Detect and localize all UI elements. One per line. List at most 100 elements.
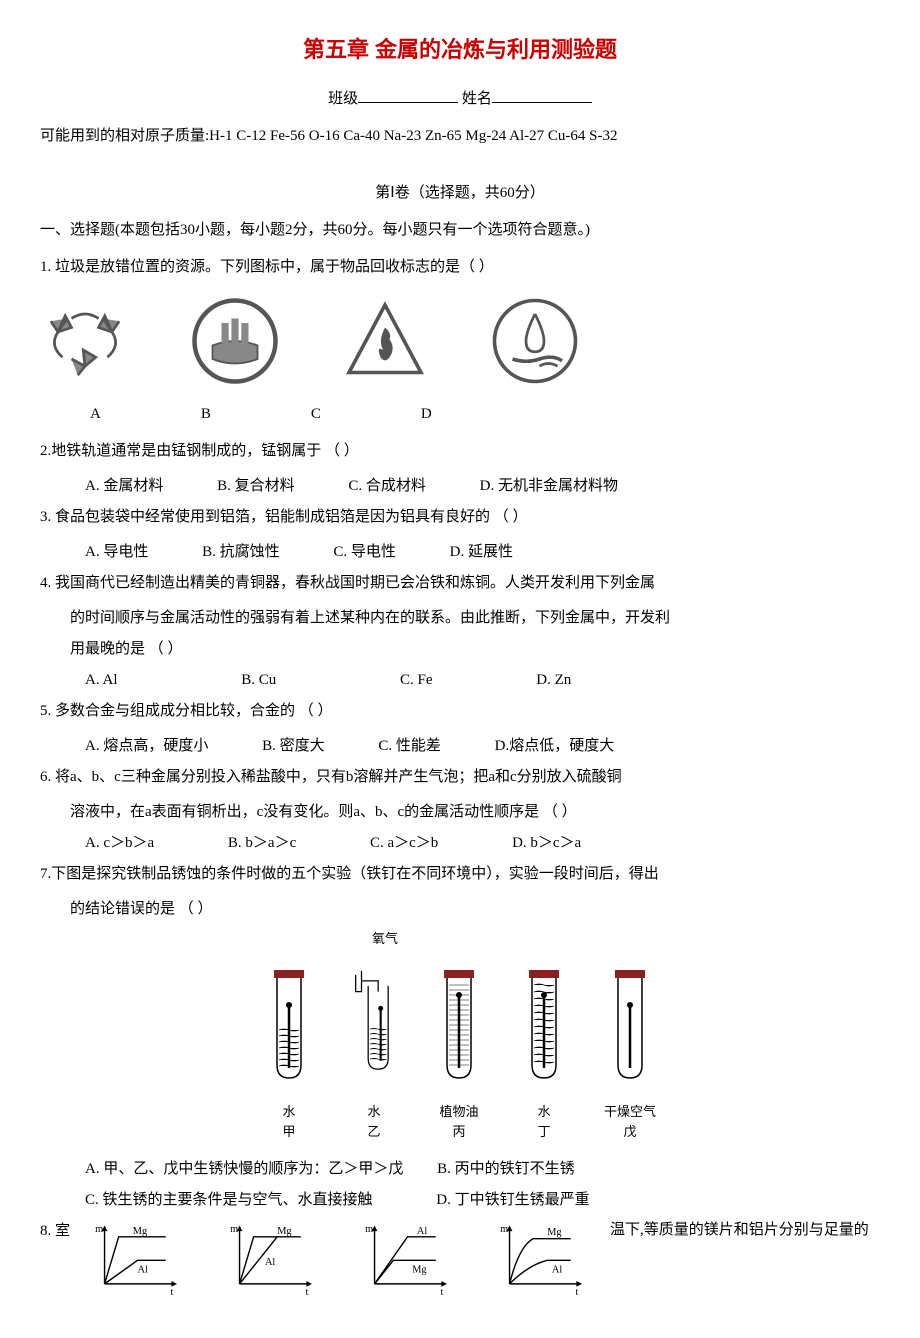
q5-options: A. 熔点高，硬度小 B. 密度大 C. 性能差 D.熔点低，硬度大 (40, 733, 880, 760)
tube-bing-label: 丙 (434, 1122, 484, 1142)
q4-opt-d: D. Zn (536, 667, 571, 694)
q4-opt-a: A. Al (85, 667, 118, 694)
q3-opt-a: A. 导电性 (85, 539, 148, 566)
question-2: 2.地铁轨道通常是由锰钢制成的，锰钢属于 （ ） (40, 438, 880, 465)
svg-text:t: t (170, 1288, 173, 1299)
question-4-l3: 用最晚的是 （ ） (40, 636, 880, 663)
class-blank (358, 85, 458, 103)
tube-bing: 植物油丙 (434, 960, 484, 1141)
q4-options: A. Al B. Cu C. Fe D. Zn (40, 667, 880, 694)
svg-text:Mg: Mg (547, 1227, 561, 1238)
q8-suffix: 温下,等质量的镁片和铝片分别与足量的 (610, 1218, 869, 1242)
tube-ding-label: 丁 (519, 1122, 569, 1142)
tube-wu: 干燥空气戊 (604, 960, 656, 1141)
q6-opt-b: B. b＞a＞c (228, 830, 296, 857)
q6-opt-a: A. c＞b＞a (85, 830, 154, 857)
q7-opt-c: C. 铁生锈的主要条件是与空气、水直接接触 (85, 1187, 373, 1214)
q2-options: A. 金属材料 B. 复合材料 C. 合成材料 D. 无机非金属材料物 (40, 473, 880, 500)
student-info: 班级 姓名 (40, 85, 880, 113)
q8-prefix: 8. 室 (40, 1218, 70, 1245)
question-7-l1: 7.下图是探究铁制品锈蚀的条件时做的五个实验（铁钉在不同环境中），实验一段时间后… (40, 861, 880, 888)
q2-opt-b: B. 复合材料 (217, 473, 295, 500)
q1-icons (40, 296, 880, 396)
q3-opt-d: D. 延展性 (450, 539, 513, 566)
tube-yi: 水乙 (349, 960, 399, 1141)
svg-text:Al: Al (138, 1265, 148, 1276)
tube-ding-liquid: 水 (519, 1102, 569, 1122)
tube-bing-liquid: 植物油 (434, 1102, 484, 1122)
question-4-l1: 4. 我国商代已经制造出精美的青铜器，春秋战国时期已会冶铁和炼铜。人类开发利用下… (40, 570, 880, 597)
q5-opt-b: B. 密度大 (262, 733, 325, 760)
question-7-l2: 的结论错误的是 （ ） (40, 896, 880, 923)
q4-opt-c: C. Fe (400, 667, 433, 694)
q1-opt-d: D (421, 401, 432, 428)
svg-text:m: m (95, 1224, 103, 1235)
oxygen-label: 氧气 (0, 927, 880, 950)
q1-labels: A B C D (40, 401, 880, 428)
q6-options: A. c＞b＞a B. b＞a＞c C. a＞c＞b D. b＞c＞a (40, 830, 880, 857)
q7-options-2: C. 铁生锈的主要条件是与空气、水直接接触 D. 丁中铁钉生锈最严重 (40, 1187, 880, 1214)
recycle-icon (40, 296, 130, 396)
tube-ding: 水丁 (519, 960, 569, 1141)
q6-opt-c: C. a＞c＞b (370, 830, 438, 857)
class-label: 班级 (328, 91, 358, 107)
name-label: 姓名 (462, 91, 492, 107)
svg-text:Mg: Mg (412, 1265, 426, 1276)
chart-b: m t Mg Al (225, 1218, 320, 1308)
atomic-mass-info: 可能用到的相对原子质量:H-1 C-12 Fe-56 O-16 Ca-40 Na… (40, 123, 880, 150)
q3-options: A. 导电性 B. 抗腐蚀性 C. 导电性 D. 延展性 (40, 539, 880, 566)
q7-tubes: 水甲 水乙 (40, 960, 880, 1141)
q4-opt-b: B. Cu (241, 667, 276, 694)
svg-text:Mg: Mg (277, 1226, 291, 1237)
tube-wu-liquid: 干燥空气 (604, 1102, 656, 1122)
svg-text:t: t (575, 1288, 578, 1299)
q1-opt-b: B (201, 401, 211, 428)
svg-text:Al: Al (552, 1265, 562, 1276)
q2-opt-a: A. 金属材料 (85, 473, 163, 500)
q2-opt-d: D. 无机非金属材料物 (480, 473, 618, 500)
chart-d: m t Mg Al (495, 1218, 590, 1308)
question-8: 8. 室 m t Mg Al m t (40, 1218, 880, 1308)
q3-opt-c: C. 导电性 (333, 539, 396, 566)
svg-text:Al: Al (417, 1226, 427, 1237)
svg-text:m: m (230, 1224, 238, 1235)
q1-opt-c: C (311, 401, 321, 428)
question-3: 3. 食品包装袋中经常使用到铝箔，铝能制成铝箔是因为铝具有良好的 （ ） (40, 504, 880, 531)
question-6-l2: 溶液中，在a表面有铜析出，c没有变化。则a、b、c的金属活动性顺序是 （ ） (40, 799, 880, 826)
tube-wu-label: 戊 (604, 1122, 656, 1142)
svg-text:t: t (440, 1288, 443, 1299)
q7-opt-b: B. 丙中的铁钉不生锈 (437, 1156, 575, 1183)
q5-opt-c: C. 性能差 (378, 733, 441, 760)
section-1-instruction: 一、选择题(本题包括30小题，每小题2分，共60分。每小题只有一个选项符合题意。… (40, 217, 880, 244)
tube-jia-label: 甲 (264, 1122, 314, 1142)
save-food-icon (190, 296, 280, 396)
section-1-label: 第Ⅰ卷（选择题，共60分） (40, 180, 880, 207)
q5-opt-a: A. 熔点高，硬度小 (85, 733, 208, 760)
q7-opt-d: D. 丁中铁钉生锈最严重 (436, 1187, 589, 1214)
q5-opt-d: D.熔点低，硬度大 (495, 733, 615, 760)
tube-jia: 水甲 (264, 960, 314, 1141)
q7-options-1: A. 甲、乙、戊中生锈快慢的顺序为：乙＞甲＞戊 B. 丙中的铁钉不生锈 (40, 1156, 880, 1183)
name-blank (492, 85, 592, 103)
main-title: 第五章 金属的冶炼与利用测验题 (40, 30, 880, 70)
chart-a: m t Mg Al (90, 1218, 185, 1308)
tube-jia-liquid: 水 (264, 1102, 314, 1122)
question-6-l1: 6. 将a、b、c三种金属分别投入稀盐酸中，只有b溶解并产生气泡；把a和c分别放… (40, 764, 880, 791)
tube-yi-liquid: 水 (349, 1102, 399, 1122)
q8-charts: m t Mg Al m t Mg Al (90, 1218, 590, 1308)
q2-opt-c: C. 合成材料 (348, 473, 426, 500)
q7-opt-a: A. 甲、乙、戊中生锈快慢的顺序为：乙＞甲＞戊 (85, 1156, 403, 1183)
question-4-l2: 的时间顺序与金属活动性的强弱有着上述某种内在的联系。由此推断，下列金属中，开发利 (40, 605, 880, 632)
svg-text:Al: Al (265, 1257, 275, 1268)
svg-text:Mg: Mg (133, 1226, 147, 1237)
chart-c: m t Al Mg (360, 1218, 455, 1308)
q3-opt-b: B. 抗腐蚀性 (202, 539, 280, 566)
question-5: 5. 多数合金与组成成分相比较，合金的 （ ） (40, 698, 880, 725)
svg-text:m: m (365, 1224, 373, 1235)
q1-opt-a: A (90, 401, 101, 428)
water-save-icon (490, 296, 580, 396)
question-1: 1. 垃圾是放错位置的资源。下列图标中，属于物品回收标志的是（ ） (40, 254, 880, 281)
svg-text:t: t (305, 1288, 308, 1299)
tube-yi-label: 乙 (349, 1122, 399, 1142)
flammable-icon (340, 296, 430, 396)
